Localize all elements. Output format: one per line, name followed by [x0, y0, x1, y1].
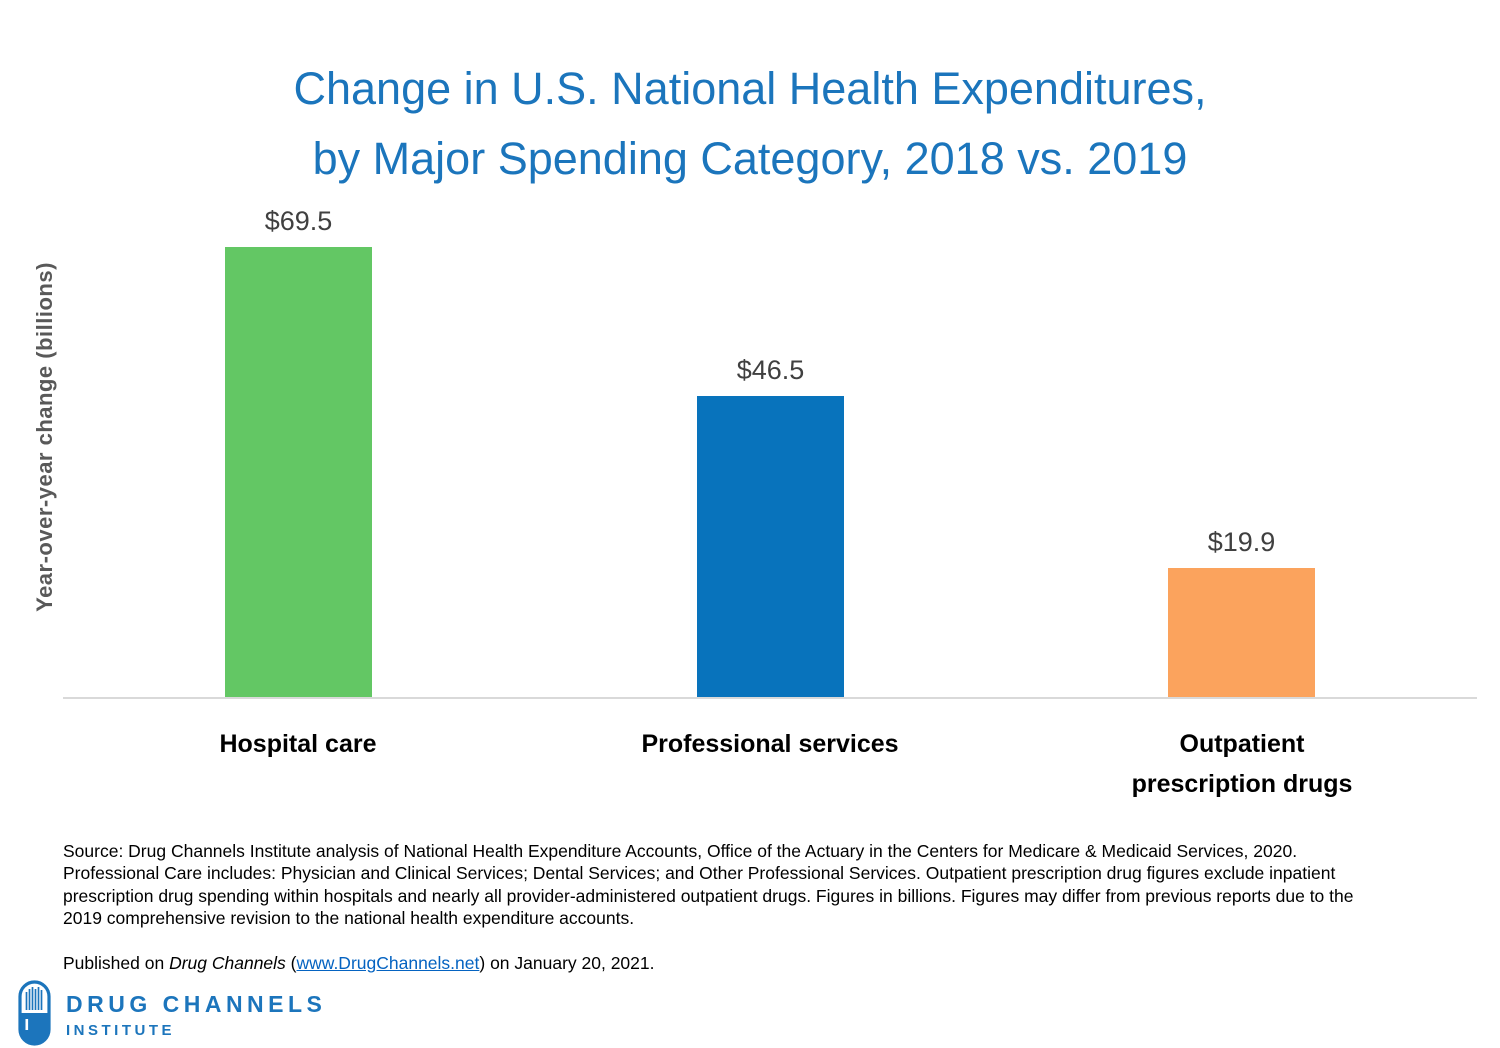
- bar-professional-services: [697, 396, 844, 697]
- bar-chart: $69.5 $46.5 $19.9: [63, 177, 1477, 699]
- page-title-line2: by Major Spending Category, 2018 vs. 201…: [312, 133, 1188, 185]
- page-title-line1: Change in U.S. National Health Expenditu…: [293, 63, 1207, 115]
- value-label-professional-services: $46.5: [736, 355, 805, 385]
- bar-group-professional-services: $46.5: [697, 177, 844, 697]
- bar-group-outpatient-prescription-drugs: $19.9: [1168, 177, 1315, 697]
- published-paren-open: (: [285, 952, 297, 973]
- bar-hospital-care: [225, 247, 372, 697]
- pill-capsule-icon: [18, 980, 51, 1048]
- y-axis-label: Year-over-year change (billions): [32, 262, 57, 612]
- category-label-hospital-care: Hospital care: [219, 730, 377, 758]
- page-title: Change in U.S. National Health Expenditu…: [0, 54, 1500, 194]
- drug-channels-logo: DRUG CHANNELS INSTITUTE: [18, 980, 326, 1048]
- category-label-outpatient-prescription-drugs: Outpatient prescription drugs: [1131, 730, 1353, 798]
- category-label-professional-services: Professional services: [641, 730, 899, 758]
- logo-text: DRUG CHANNELS INSTITUTE: [66, 991, 326, 1041]
- source-note: Source: Drug Channels Institute analysis…: [63, 840, 1354, 929]
- logo-line1: DRUG CHANNELS: [66, 990, 327, 1017]
- published-line: Published on Drug Channels (www.DrugChan…: [63, 953, 655, 974]
- value-label-hospital-care: $69.5: [264, 206, 333, 236]
- bar-outpatient-prescription-drugs: [1168, 568, 1315, 697]
- published-prefix: Published on: [63, 952, 170, 973]
- logo-line2: INSTITUTE: [66, 1021, 175, 1039]
- value-label-outpatient-prescription-drugs: $19.9: [1207, 527, 1276, 557]
- published-suffix: on January 20, 2021.: [485, 952, 655, 973]
- drugchannels-link[interactable]: www.DrugChannels.net: [296, 952, 480, 973]
- published-paren-close: ): [479, 952, 486, 973]
- bar-group-hospital-care: $69.5: [225, 177, 372, 697]
- blog-name: Drug Channels: [169, 952, 286, 973]
